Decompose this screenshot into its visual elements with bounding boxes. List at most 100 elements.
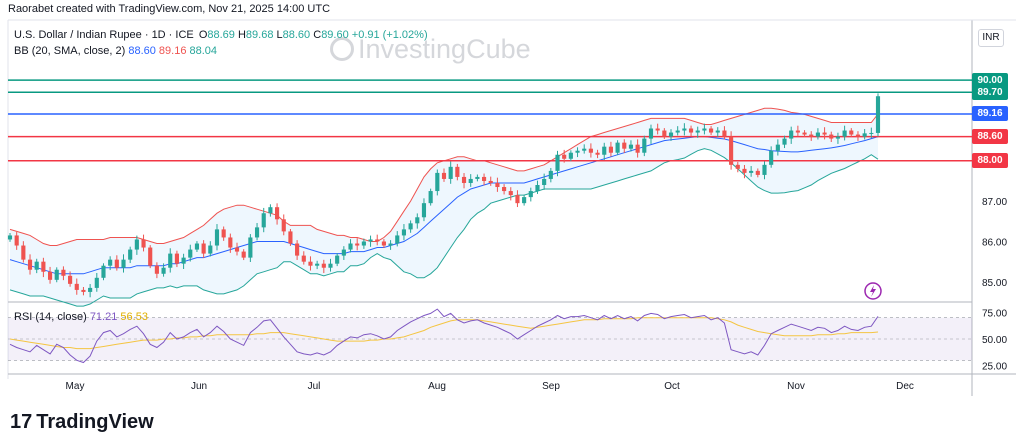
month-label: Nov <box>787 381 805 392</box>
month-label: Dec <box>896 381 914 392</box>
candle-body <box>715 130 720 133</box>
candle-body <box>461 176 467 183</box>
candle-body <box>441 172 447 179</box>
watermark-text: InvestingCube <box>358 34 531 64</box>
candle-body <box>608 146 613 153</box>
candle-body <box>829 134 834 139</box>
author-line: Raorabet created with TradingView.com, N… <box>8 3 331 15</box>
price-tick-label: 85.00 <box>982 278 1007 289</box>
candle-body <box>495 182 500 188</box>
candle-body <box>695 130 700 133</box>
candle-body <box>508 191 513 196</box>
price-tick-label: 87.00 <box>982 197 1007 208</box>
candle-body <box>201 243 206 254</box>
rsi-ma-line <box>9 317 879 350</box>
tradingview-logo-icon: 17 <box>10 411 33 433</box>
candle-body <box>415 217 420 224</box>
candle-body <box>281 219 286 232</box>
candle-body <box>408 223 413 230</box>
candle-body <box>81 289 86 292</box>
candle-body <box>568 152 573 159</box>
candle-body <box>401 229 407 236</box>
candle-body <box>775 144 780 151</box>
candle-body <box>348 243 353 250</box>
tradingview-brand[interactable]: 17 TradingView <box>10 411 154 434</box>
candle-body <box>769 150 774 165</box>
candle-body <box>622 142 627 149</box>
month-label: Jun <box>191 381 207 392</box>
candle-body <box>595 152 600 155</box>
candle-body <box>655 128 660 131</box>
candle-body <box>7 235 13 240</box>
month-label: Oct <box>664 381 680 392</box>
price-label-88-00: 88.00 <box>972 153 1008 169</box>
month-label: May <box>66 381 85 392</box>
candle-body <box>168 253 173 268</box>
bb-label: BB (20, SMA, close, 2) <box>14 45 126 57</box>
candle-body <box>842 130 847 137</box>
candle-body <box>134 239 139 250</box>
candle-body <box>475 176 480 179</box>
bb-lower-line <box>9 148 879 307</box>
candle-body <box>248 237 253 258</box>
candle-body <box>315 263 320 266</box>
bb-legend[interactable]: BB (20, SMA, close, 2) 88.60 89.16 88.04 <box>14 45 217 57</box>
candle-body <box>555 154 560 171</box>
candle-body <box>642 138 647 153</box>
candle-body <box>21 245 26 260</box>
candle-body <box>522 197 527 204</box>
candle-body <box>421 203 427 218</box>
candle-body <box>101 265 106 278</box>
rsi-legend[interactable]: RSI (14, close) 71.21 56.53 <box>14 311 148 323</box>
candle-body <box>308 261 313 266</box>
change-value: +0.91 (+1.02%) <box>351 29 428 41</box>
candle-body <box>181 257 186 264</box>
candle-body <box>735 164 740 169</box>
candle-body <box>502 187 507 192</box>
candle-body <box>615 142 620 153</box>
candle-body <box>261 213 266 228</box>
rsi-ma-value: 56.53 <box>120 311 148 323</box>
candle-body <box>455 166 460 177</box>
candle-body <box>114 259 119 268</box>
candle-body <box>815 132 820 137</box>
candle-body <box>355 243 360 246</box>
close-value: 89.60 <box>321 29 349 41</box>
symbol-title: U.S. Dollar / Indian Rupee · 1D · ICE <box>14 29 194 41</box>
bb-upper-value: 89.16 <box>158 45 187 57</box>
candle-body <box>675 130 680 133</box>
candle-body <box>428 191 433 204</box>
candle-body <box>61 269 66 276</box>
bb-lower-value: 88.04 <box>189 45 218 57</box>
candle-body <box>321 263 326 268</box>
candle-body <box>802 132 807 135</box>
symbol-legend[interactable]: U.S. Dollar / Indian Rupee · 1D · ICE O8… <box>14 29 428 41</box>
candle-body <box>341 249 346 256</box>
candle-body <box>275 207 280 220</box>
investingcube-logo-icon <box>330 37 354 61</box>
candle-body <box>789 130 794 139</box>
candle-body <box>301 255 306 262</box>
candle-body <box>154 265 159 274</box>
candle-body <box>468 178 473 183</box>
candle-body <box>575 150 580 153</box>
candle-body <box>448 166 453 179</box>
candle-body <box>782 138 787 145</box>
candle-body <box>295 243 300 256</box>
rsi-tick-label: 75.00 <box>982 308 1007 319</box>
candle-body <box>562 154 567 159</box>
candle-body <box>862 133 867 137</box>
candle-body <box>381 241 386 246</box>
currency-button[interactable]: INR <box>978 29 1004 47</box>
candle-body <box>535 185 540 192</box>
candle-body <box>47 271 53 280</box>
close-label: C <box>313 29 322 41</box>
candle-body <box>709 128 714 133</box>
rsi-value: 71.21 <box>89 311 118 323</box>
candle-body <box>395 235 400 244</box>
candle-body <box>234 247 240 252</box>
candle-body <box>755 170 760 175</box>
candle-body <box>88 287 93 292</box>
candle-body <box>635 144 640 153</box>
